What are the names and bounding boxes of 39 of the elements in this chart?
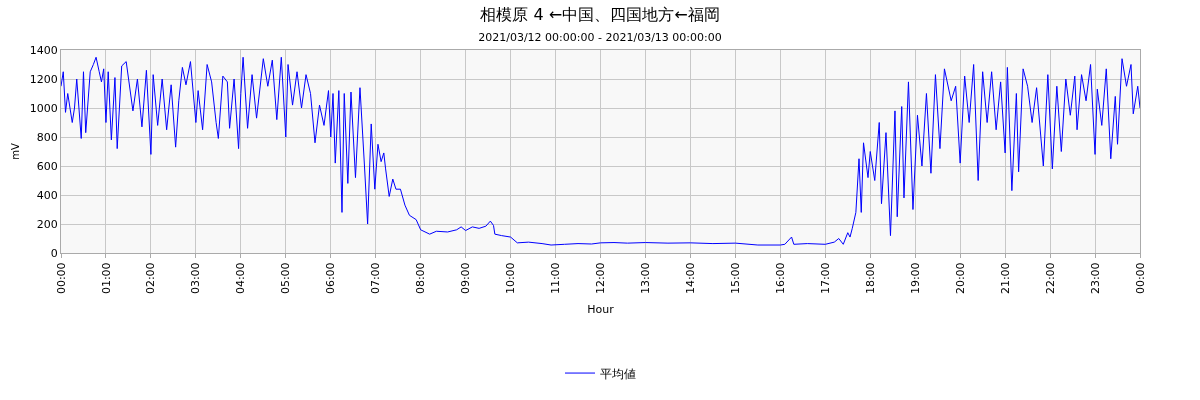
chart-title: 相模原 4 ←中国、四国地方←福岡	[480, 5, 720, 24]
x-tick-label: 05:00	[279, 262, 293, 295]
x-tick-label: 16:00	[773, 262, 787, 295]
y-tick-label: 0	[50, 246, 58, 260]
y-tick-label: 600	[36, 159, 58, 173]
x-tick-label: 10:00	[504, 262, 518, 295]
y-tick-label: 1400	[29, 43, 58, 57]
x-tick-label: 19:00	[908, 262, 922, 295]
x-tick-label: 14:00	[683, 262, 697, 295]
y-axis-title: mV	[9, 143, 21, 160]
x-tick-label: 12:00	[594, 262, 608, 295]
y-tick-label: 200	[36, 217, 58, 231]
x-tick-label: 03:00	[189, 262, 203, 295]
x-tick-label: 22:00	[1043, 262, 1057, 295]
x-tick-label: 15:00	[728, 262, 742, 295]
x-tick-label: 08:00	[414, 262, 428, 295]
x-tick-label: 23:00	[1088, 262, 1102, 295]
y-tick-label: 800	[36, 130, 58, 144]
x-tick-label: 18:00	[863, 262, 877, 295]
x-tick-label: 17:00	[818, 262, 832, 295]
chart-subtitle: 2021/03/12 00:00:00 - 2021/03/13 00:00:00	[478, 30, 722, 44]
x-tick-label: 13:00	[639, 262, 653, 295]
y-tick-label: 1200	[29, 72, 58, 86]
y-tick-label: 400	[36, 188, 58, 202]
x-tick-label: 01:00	[99, 262, 113, 295]
x-tick-label: 21:00	[998, 262, 1012, 295]
x-tick-label: 11:00	[549, 262, 563, 295]
x-tick-label: 00:00	[1133, 262, 1147, 295]
x-tick-label: 06:00	[324, 262, 338, 295]
x-axis-title: Hour	[587, 303, 615, 317]
line-series	[61, 56, 1140, 246]
y-tick-label: 1000	[29, 101, 58, 115]
legend-label: 平均値	[600, 366, 636, 381]
x-tick-label: 07:00	[369, 262, 383, 295]
x-tick-label: 02:00	[144, 262, 158, 295]
x-tick-label: 20:00	[953, 262, 967, 295]
x-tick-label: 04:00	[234, 262, 248, 295]
x-tick-label: 00:00	[54, 262, 68, 295]
x-tick-label: 09:00	[459, 262, 473, 295]
